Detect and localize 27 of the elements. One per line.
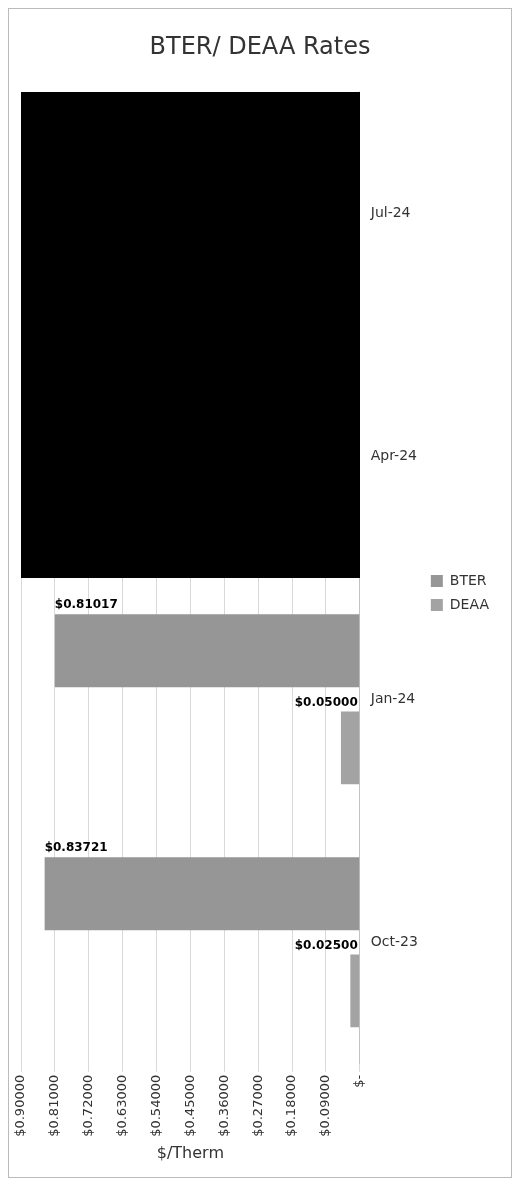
legend-label: BTER (449, 571, 487, 588)
bar (340, 711, 360, 785)
y-tick-label: Oct-23 (370, 932, 418, 949)
bar (350, 954, 360, 1028)
x-tick-label: $0.81000 (46, 1074, 62, 1137)
x-tick-label: $0.72000 (80, 1074, 96, 1137)
bar (44, 857, 360, 931)
legend-label: DEAA (449, 595, 490, 612)
x-tick-label: $0.54000 (147, 1074, 163, 1137)
x-tick-label: $0.18000 (283, 1074, 299, 1137)
x-tick-label: $0.36000 (215, 1074, 231, 1137)
data-label: $0.05000 (294, 694, 358, 709)
y-tick-label: Apr-24 (370, 446, 418, 463)
data-label: $0.81017 (54, 597, 118, 612)
data-label: $0.02500 (294, 937, 358, 952)
x-axis-title: $/Therm (156, 1142, 224, 1162)
x-tick-label: $0.90000 (12, 1074, 28, 1137)
y-tick-label: Jan-24 (369, 689, 416, 706)
x-tick-label: $0.09000 (317, 1074, 333, 1137)
x-tick-label: $- (351, 1074, 367, 1088)
data-label: $0.83721 (44, 840, 108, 855)
x-tick-label: $0.45000 (181, 1074, 197, 1137)
y-tick-label: Jul-24 (369, 203, 411, 220)
bar (54, 614, 360, 688)
x-tick-label: $0.27000 (249, 1074, 265, 1137)
x-tick-label: $0.63000 (114, 1074, 129, 1137)
chart-title: BTER/ DEAA Rates (149, 31, 371, 60)
